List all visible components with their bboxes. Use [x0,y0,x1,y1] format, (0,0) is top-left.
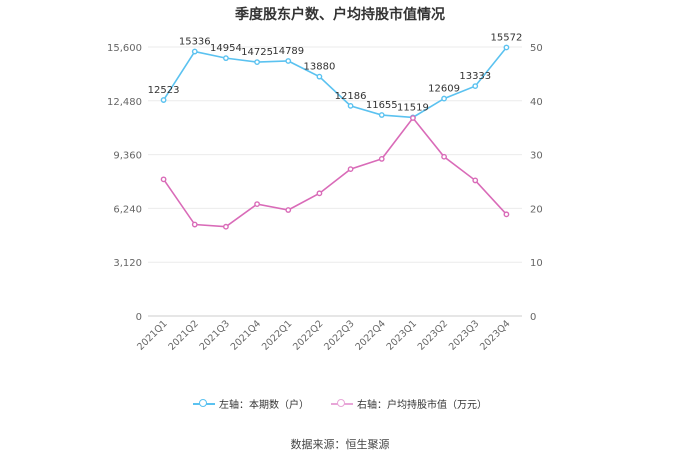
data-label-households: 11655 [366,100,398,111]
x-axis-tick-label: 2023Q2 [416,318,450,352]
x-axis-tick-label: 2021Q3 [198,318,232,352]
legend-swatch-avg-value [331,398,353,410]
point-avg-value [316,190,323,197]
data-label-households: 12186 [335,91,367,102]
chart-title: 季度股东户数、户均持股市值情况 [235,7,445,23]
x-axis-tick-label: 2021Q1 [135,318,169,352]
point-households [347,102,354,109]
point-households [441,95,447,102]
series-line-households [162,46,508,119]
point-avg-value [223,223,229,230]
left-axis-tick-label: 12,480 [107,97,142,108]
x-axis-tick-label: 2021Q2 [166,318,200,352]
x-axis-tick-label: 2022Q3 [322,318,356,352]
right-axis-tick-label: 50 [530,43,543,54]
legend-label-avg-value: 右轴：户均持股市值（万元） [357,400,487,411]
x-axis-tick-label: 2023Q4 [478,318,512,352]
point-households [503,44,510,51]
data-source: 数据来源：恒生聚源 [290,438,390,451]
point-avg-value [503,211,510,218]
point-avg-value [472,177,479,184]
point-avg-value [285,207,292,213]
left-axis-tick-label: 3,120 [113,258,142,269]
point-avg-value [410,115,416,121]
point-households [285,58,292,64]
left-axis-tick-label: 15,600 [107,43,142,54]
x-axis-tick-label: 2022Q4 [353,318,387,352]
point-households [378,112,385,118]
data-label-households: 12609 [428,84,460,95]
right-axis-tick-label: 20 [530,204,543,215]
x-axis-tick-label: 2021Q4 [229,318,263,352]
legend-label-households: 左轴：本期数（户） [219,400,309,411]
x-axis-tick-label: 2022Q1 [260,318,294,352]
x-axis-tick-label: 2023Q3 [447,318,481,352]
point-households [316,73,323,80]
data-label-households: 15572 [491,32,523,43]
point-avg-value [160,176,167,183]
data-label-households: 11519 [397,102,429,113]
data-label-households: 14789 [272,46,304,57]
legend-item-households[interactable]: 左轴：本期数（户） [193,396,309,411]
left-axis-tick-label: 0 [136,312,142,323]
data-label-households: 13333 [459,71,491,82]
point-avg-value [347,166,354,173]
point-households [472,83,479,89]
legend-swatch-households [193,398,215,410]
point-avg-value [378,156,385,162]
legend-item-avg-value[interactable]: 右轴：户均持股市值（万元） [331,396,487,411]
data-label-households: 14954 [210,43,242,54]
right-axis-tick-label: 0 [530,312,536,323]
point-households [254,59,260,65]
x-axis-tick-label: 2022Q2 [291,318,325,352]
point-households [160,97,167,103]
point-avg-value [191,221,198,228]
x-axis-tick-label: 2023Q1 [385,318,419,352]
point-avg-value [441,153,447,160]
series-line-avg-value [162,116,508,228]
data-label-households: 14725 [241,47,273,58]
left-axis-tick-label: 9,360 [113,151,142,162]
point-households [223,55,229,62]
data-label-households: 13880 [304,62,336,73]
right-axis-tick-label: 10 [530,258,543,269]
right-axis-tick-label: 40 [530,97,543,108]
point-households [191,48,198,55]
left-axis-tick-label: 6,240 [113,204,142,215]
right-axis-tick-label: 30 [530,151,543,162]
point-avg-value [254,201,260,207]
data-label-households: 15336 [179,37,211,48]
chart-legend: 左轴：本期数（户） 右轴：户均持股市值（万元） [0,396,680,411]
data-label-households: 12523 [148,85,180,96]
